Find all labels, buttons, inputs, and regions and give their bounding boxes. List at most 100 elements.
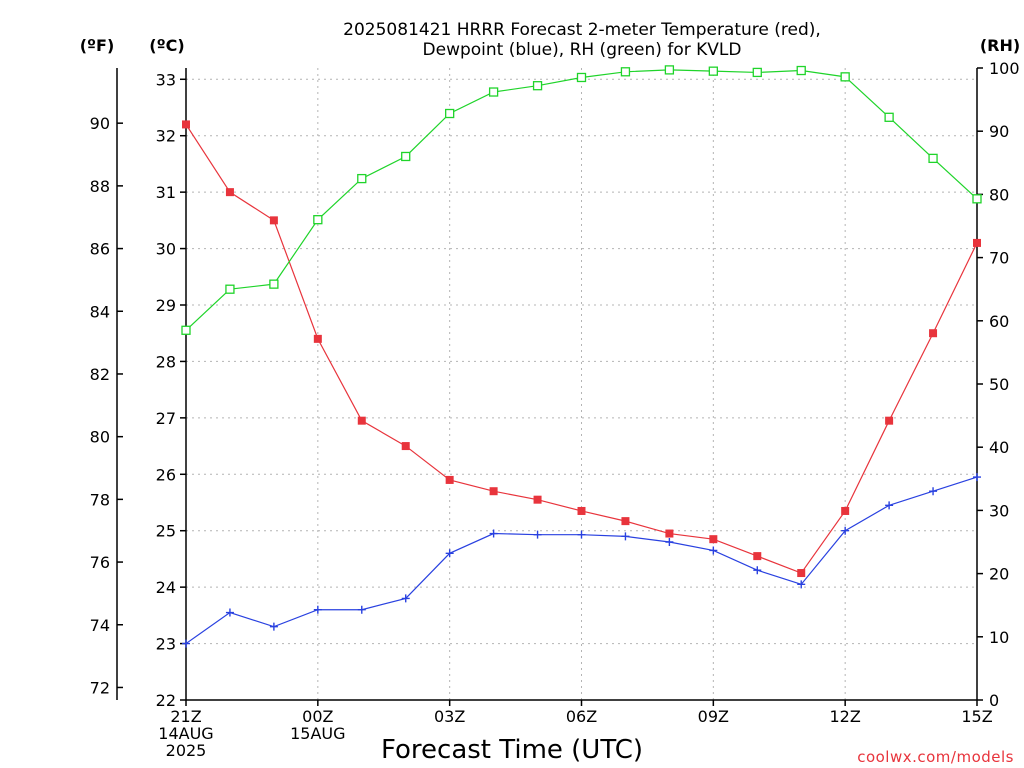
rh-data-point — [708, 66, 718, 76]
rh-tick-label: 20 — [989, 565, 1009, 584]
rh-tick-label: 70 — [989, 249, 1009, 268]
celsius-tick-label: 22 — [156, 691, 176, 710]
dewpoint-data-point — [182, 639, 190, 648]
rh-data-point — [576, 72, 587, 83]
temperature-data-point — [489, 487, 498, 496]
fahrenheit-tick-label: 72 — [90, 678, 110, 697]
rh-data-point — [357, 173, 367, 184]
rh-data-point — [269, 279, 279, 289]
rh-data-point — [620, 67, 631, 77]
rh-data-point — [752, 67, 762, 78]
rh-tick-label: 80 — [989, 185, 1009, 204]
dewpoint-data-point — [709, 546, 718, 555]
dewpoint-data-point — [841, 526, 850, 535]
temperature-data-point — [973, 238, 981, 247]
rh-data-point — [225, 284, 235, 294]
credit-watermark: coolwx.com/models — [857, 748, 1014, 766]
x-tick-label: 12Z — [830, 707, 861, 726]
rh-data-point — [445, 108, 455, 119]
rh-tick-label: 50 — [989, 375, 1009, 394]
temperature-data-point — [182, 120, 190, 129]
temperature-data-point — [797, 569, 806, 578]
temperature-data-point — [357, 416, 366, 425]
x-tick-label: 00Z — [302, 707, 333, 726]
celsius-tick-label: 30 — [156, 240, 176, 259]
rh-data-point — [532, 81, 543, 91]
dewpoint-data-point — [797, 580, 806, 589]
x-tick-label: 09Z — [698, 707, 729, 726]
rh-data-point — [928, 153, 938, 164]
celsius-tick-label: 31 — [156, 183, 176, 202]
temperature-data-point — [313, 334, 322, 343]
fahrenheit-tick-label: 82 — [90, 365, 110, 384]
rh-data-point — [796, 65, 806, 76]
rh-data-point — [840, 72, 850, 82]
celsius-tick-label: 28 — [156, 352, 176, 371]
temperature-data-point — [929, 329, 938, 338]
grid-lines — [186, 68, 977, 700]
dewpoint-data-point — [357, 605, 366, 614]
x-tick-label: 03Z — [434, 707, 465, 726]
celsius-tick-label: 26 — [156, 465, 176, 484]
dewpoint-data-point — [269, 622, 278, 631]
rh-tick-label: 90 — [989, 122, 1009, 141]
rh-data-point — [972, 194, 982, 204]
rh-data-point — [488, 87, 499, 97]
x-tick-label: 06Z — [566, 707, 597, 726]
celsius-tick-label: 32 — [156, 127, 176, 146]
x-tick-label: 21Z — [170, 707, 201, 726]
rh-tick-label: 30 — [989, 501, 1009, 520]
rh-unit-label: (RH) — [980, 36, 1020, 55]
dewpoint-data-point — [401, 594, 410, 603]
fahrenheit-tick-label: 90 — [90, 114, 110, 133]
dewpoint-data-point — [665, 538, 674, 546]
temperature-data-point — [445, 475, 454, 484]
fahrenheit-tick-label: 76 — [90, 553, 110, 572]
dewpoint-data-point — [225, 608, 234, 617]
fahrenheit-tick-label: 74 — [90, 616, 110, 635]
dewpoint-data-point — [621, 532, 630, 541]
dewpoint-data-point — [929, 487, 938, 496]
fahrenheit-tick-label: 86 — [90, 240, 110, 259]
celsius-tick-label: 29 — [156, 296, 176, 315]
dewpoint-data-point — [753, 566, 762, 575]
temperature-data-point — [709, 535, 718, 544]
celsius-tick-label: 33 — [156, 70, 176, 89]
rh-tick-label: 40 — [989, 438, 1009, 457]
fahrenheit-tick-label: 78 — [90, 490, 110, 509]
rh-tick-label: 10 — [989, 628, 1009, 647]
temperature-data-point — [533, 495, 542, 504]
temperature-data-point — [753, 552, 762, 561]
dewpoint-data-point — [973, 473, 981, 482]
celsius-tick-label: 24 — [156, 578, 176, 597]
fahrenheit-unit-label: (ºF) — [80, 36, 115, 55]
temperature-data-point — [401, 442, 410, 451]
dewpoint-data-point — [313, 605, 322, 614]
temperature-data-point — [577, 506, 586, 515]
dewpoint-data-point — [445, 549, 454, 558]
fahrenheit-tick-label: 88 — [90, 177, 110, 196]
celsius-tick-label: 23 — [156, 635, 176, 654]
x-tick-label: 15AUG — [290, 724, 345, 743]
rh-data-point — [181, 325, 191, 335]
temperature-data-point — [841, 506, 850, 515]
rh-tick-label: 60 — [989, 312, 1009, 331]
fahrenheit-tick-label: 80 — [90, 428, 110, 447]
rh-data-point — [664, 65, 675, 75]
temperature-data-point — [269, 216, 278, 225]
celsius-tick-label: 27 — [156, 409, 176, 428]
x-axis-title: Forecast Time (UTC) — [381, 735, 643, 765]
axes — [116, 67, 983, 706]
celsius-unit-label: (ºC) — [149, 36, 184, 55]
chart-title-line-2: Dewpoint (blue), RH (green) for KVLD — [423, 40, 742, 60]
chart-title-line-1: 2025081421 HRRR Forecast 2-meter Tempera… — [343, 20, 821, 40]
temperature-data-point — [621, 517, 630, 526]
rh-tick-label: 0 — [989, 691, 999, 710]
dewpoint-data-point — [533, 530, 542, 539]
data-series — [181, 65, 982, 648]
dewpoint-data-point — [885, 501, 894, 510]
dewpoint-data-point — [489, 529, 498, 538]
rh-tick-label: 100 — [989, 59, 1020, 78]
fahrenheit-tick-label: 84 — [90, 302, 110, 321]
